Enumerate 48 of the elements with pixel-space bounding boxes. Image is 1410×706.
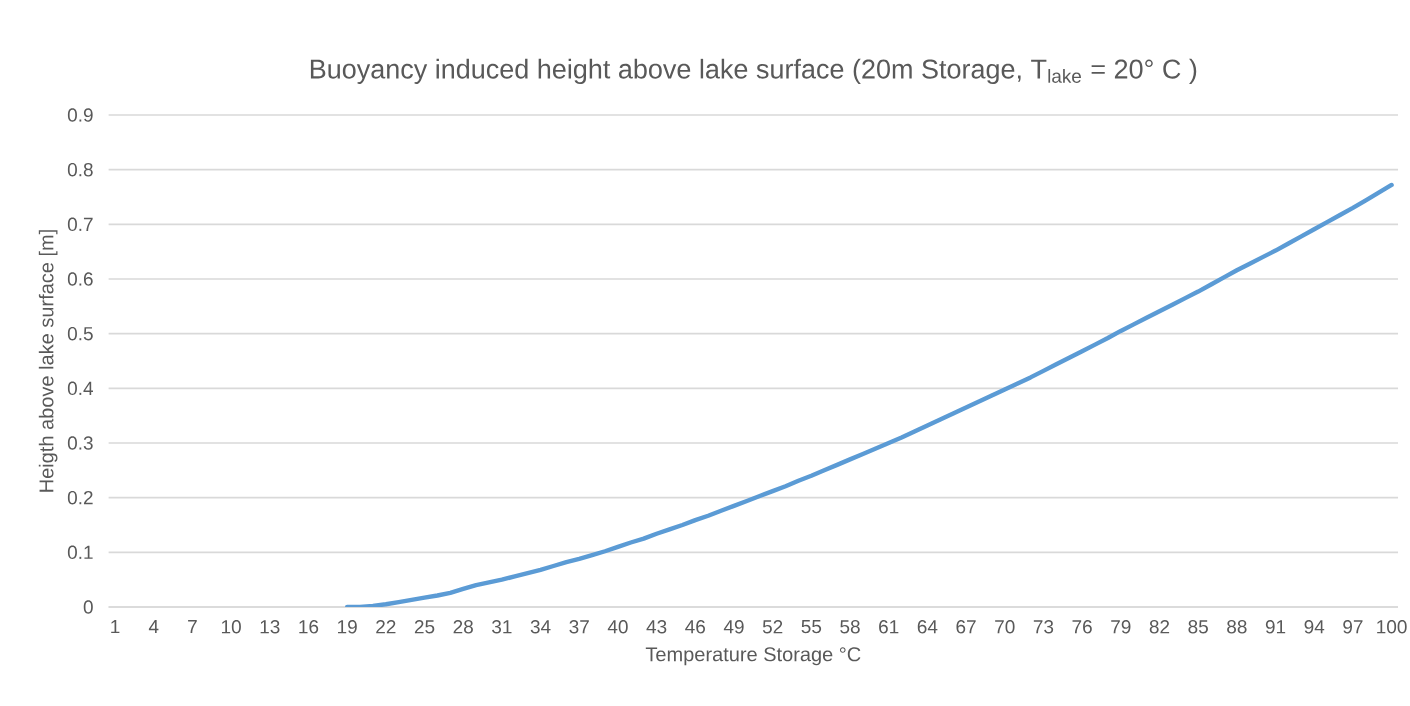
x-tick-label: 97 <box>1343 620 1363 634</box>
x-tick-label: 13 <box>260 620 280 634</box>
x-tick-label: 55 <box>801 620 822 634</box>
x-tick-label: 4 <box>148 620 159 634</box>
x-tick-label: 40 <box>607 620 628 634</box>
line-series <box>344 182 1394 607</box>
y-tick-label: 0.8 <box>67 162 93 177</box>
y-tick-label: 0.7 <box>67 217 93 232</box>
x-tick-label: 91 <box>1265 620 1286 634</box>
x-tick-label: 7 <box>188 620 197 634</box>
x-tick-label: 73 <box>1033 620 1054 634</box>
x-tick-label: 10 <box>221 620 241 634</box>
y-tick-label: 0.1 <box>67 545 93 560</box>
y-tick-label: 0.2 <box>67 490 93 505</box>
x-tick-label: 67 <box>956 620 976 634</box>
x-tick-label: 82 <box>1149 620 1170 634</box>
y-tick-label: 0.5 <box>67 326 93 341</box>
y-tick-label: 0.3 <box>67 436 93 450</box>
x-tick-label: 61 <box>879 620 899 634</box>
x-tick-label: 25 <box>414 620 435 634</box>
x-tick-label: 31 <box>492 620 512 634</box>
x-tick-label: 79 <box>1111 620 1131 634</box>
y-axis-title: Heigth above lake surface [m] <box>38 230 58 492</box>
x-tick-label: 70 <box>995 620 1015 634</box>
y-tick-label: 0 <box>83 600 93 614</box>
y-tick-label: 0.4 <box>67 381 93 396</box>
x-tick-label: 19 <box>338 620 357 634</box>
x-tick-label: 28 <box>453 620 473 634</box>
x-tick-label: 49 <box>723 620 744 634</box>
x-tick-label: 22 <box>376 620 396 634</box>
x-tick-label: 88 <box>1227 620 1247 634</box>
x-tick-label: 1 <box>111 620 120 634</box>
x-tick-label: 37 <box>569 620 589 634</box>
x-tick-label: 100 <box>1377 620 1407 634</box>
x-tick-label: 76 <box>1072 620 1092 634</box>
x-tick-label: 52 <box>762 620 783 634</box>
x-tick-label: 46 <box>685 620 706 634</box>
x-tick-label: 85 <box>1188 620 1208 634</box>
x-tick-label: 64 <box>917 620 938 634</box>
x-tick-label: 34 <box>530 620 551 634</box>
chart-title: Buoyancy induced height above lake surface (20m Storage, T$_{lake}$ = 20° C ) <box>310 58 1197 84</box>
y-tick-label: 0.9 <box>67 108 93 122</box>
x-tick-label: 16 <box>299 620 319 634</box>
y-tick-label: 0.6 <box>67 272 93 286</box>
x-axis-title: Temperature Storage °C <box>645 647 861 666</box>
x-tick-label: 94 <box>1304 620 1325 634</box>
x-tick-label: 43 <box>646 620 667 634</box>
x-tick-label: 58 <box>840 620 860 634</box>
